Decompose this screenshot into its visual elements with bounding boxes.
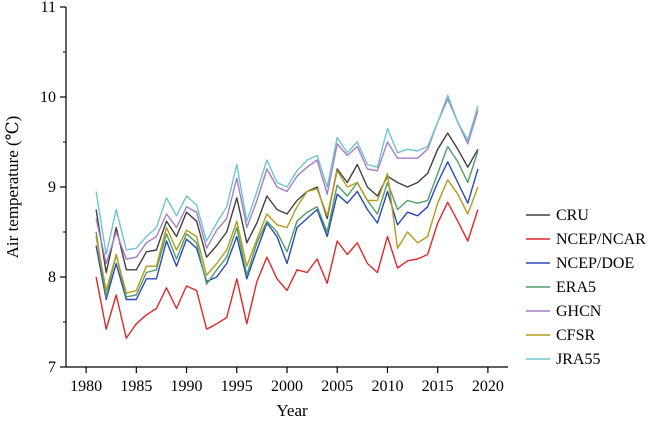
- x-tick-label: 2020: [472, 378, 504, 395]
- series-line: [95, 132, 479, 274]
- series-line: [95, 161, 479, 301]
- series-line: [95, 170, 479, 294]
- legend-label: GHCN: [556, 303, 602, 320]
- series-line: [95, 201, 479, 339]
- x-tick-label: 1995: [221, 378, 253, 395]
- legend-label: CRU: [556, 207, 589, 224]
- y-tick-label: 10: [40, 89, 56, 106]
- series-line: [95, 94, 479, 256]
- x-axis-ticks: 1980 1985 1990 1995 2000 2005 2010 2015 2020: [70, 367, 504, 395]
- legend-label: ERA5: [556, 279, 596, 296]
- series-line: [95, 145, 479, 298]
- series-line: [95, 98, 479, 265]
- x-tick-label: 1990: [171, 378, 203, 395]
- legend: CRU NCEP/NCAR NCEP/DOE ERA5 GHCN CFSR JRA55: [526, 207, 646, 368]
- y-axis-ticks: 7 8 9 10 11: [40, 0, 66, 376]
- y-axis-title: Air temperature (℃): [3, 116, 22, 259]
- legend-label: JRA55: [556, 351, 600, 368]
- x-tick-label: 1980: [70, 378, 102, 395]
- y-tick-label: 7: [48, 359, 56, 376]
- x-tick-label: 1985: [120, 378, 152, 395]
- plot-area: 7 8 9 10 11 1980 1985 1990 1995 2000 2005 2010 2015…: [40, 0, 508, 395]
- x-tick-label: 2010: [371, 378, 403, 395]
- x-axis-title: Year: [276, 401, 308, 420]
- series-lines: [95, 94, 479, 339]
- x-tick-label: 2000: [271, 378, 303, 395]
- legend-label: NCEP/DOE: [556, 255, 634, 272]
- y-tick-label: 11: [41, 0, 56, 16]
- y-tick-label: 9: [48, 179, 56, 196]
- legend-label: NCEP/NCAR: [556, 231, 646, 248]
- legend-label: CFSR: [556, 327, 595, 344]
- x-tick-label: 2015: [422, 378, 454, 395]
- y-tick-label: 8: [48, 269, 56, 286]
- x-tick-label: 2005: [321, 378, 353, 395]
